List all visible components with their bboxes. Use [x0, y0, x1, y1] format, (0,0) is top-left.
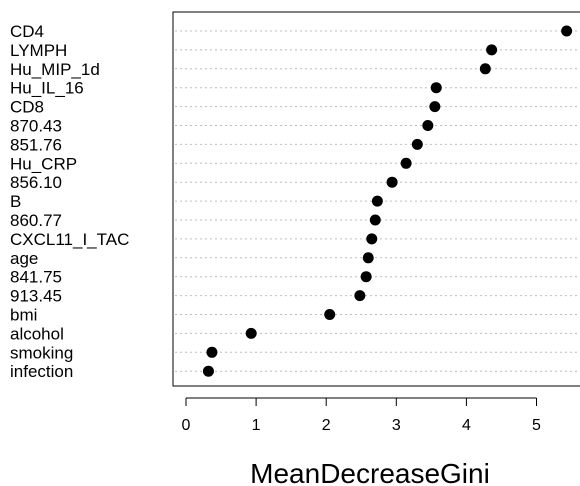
- x-axis: 0 1 2 3 4 5: [182, 397, 541, 434]
- category-label: 856.10: [10, 173, 62, 192]
- grid-lines: [175, 30, 580, 372]
- data-point: [561, 25, 573, 37]
- plot-frame: [172, 11, 580, 387]
- x-tick-label: 0: [182, 417, 191, 434]
- x-tick-label: 3: [392, 417, 401, 434]
- data-point: [360, 271, 372, 283]
- data-point: [366, 233, 378, 245]
- data-point: [354, 290, 366, 302]
- category-label: 913.45: [10, 287, 62, 306]
- data-point: [422, 120, 434, 131]
- x-axis-label: MeanDecreaseGini: [250, 458, 490, 486]
- data-point: [245, 327, 257, 339]
- data-point: [206, 346, 218, 358]
- category-label: Hu_CRP: [10, 154, 77, 173]
- data-points: [202, 25, 573, 377]
- category-label: 841.75: [10, 268, 62, 287]
- category-label: Hu_IL_16: [10, 79, 84, 98]
- category-label: LYMPH: [10, 41, 67, 60]
- category-label: 860.77: [10, 211, 62, 230]
- data-point: [430, 82, 442, 94]
- category-label: CD4: [10, 22, 44, 41]
- x-tick-label: 1: [252, 417, 261, 434]
- data-point: [202, 365, 214, 377]
- data-point: [371, 195, 383, 207]
- category-labels: CD4LYMPHHu_MIP_1dHu_IL_16CD8870.43851.76…: [10, 22, 129, 381]
- data-point: [429, 101, 441, 113]
- category-label: Hu_MIP_1d: [10, 60, 100, 79]
- data-point: [362, 252, 374, 264]
- data-point: [486, 44, 498, 56]
- category-label: CXCL11_I_TAC: [10, 230, 129, 249]
- category-label: alcohol: [10, 324, 64, 343]
- x-tick-label: 5: [532, 417, 541, 434]
- category-label: bmi: [10, 306, 37, 325]
- data-point: [324, 309, 336, 320]
- data-point: [411, 138, 423, 150]
- category-label: infection: [10, 362, 73, 381]
- category-label: age: [10, 249, 38, 268]
- data-point: [400, 157, 412, 169]
- category-label: 870.43: [10, 117, 62, 136]
- category-label: 851.76: [10, 135, 62, 154]
- data-point: [479, 63, 491, 75]
- x-tick-label: 4: [462, 417, 471, 434]
- data-point: [369, 214, 381, 226]
- category-label: B: [10, 192, 21, 211]
- category-label: smoking: [10, 343, 73, 362]
- data-point: [386, 176, 398, 188]
- x-tick-label: 2: [322, 417, 331, 434]
- category-label: CD8: [10, 98, 44, 117]
